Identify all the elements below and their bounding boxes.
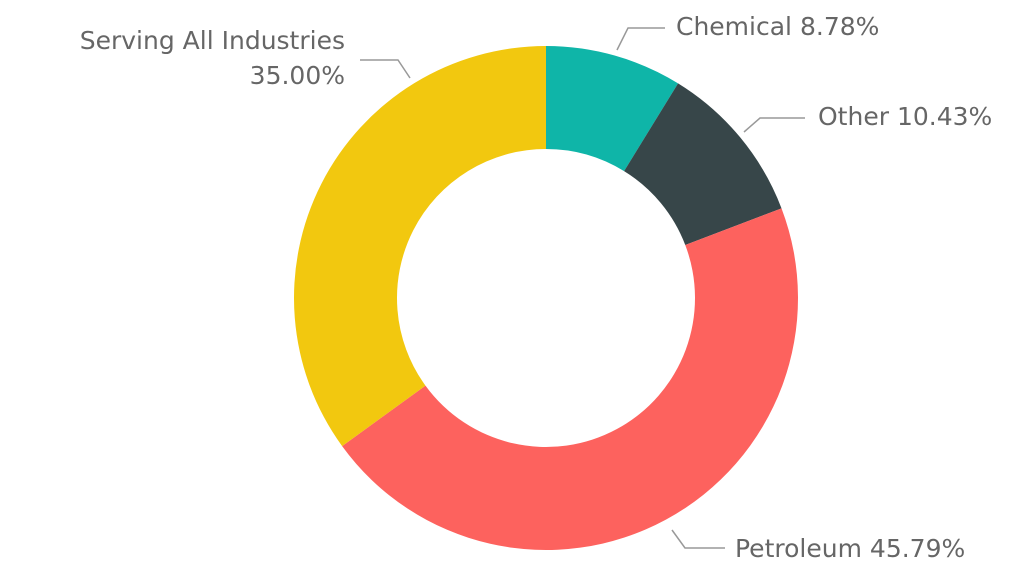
leader-line xyxy=(671,529,725,549)
value-label: 10.43% xyxy=(897,102,992,131)
leader-line xyxy=(616,27,665,51)
category-name: Chemical xyxy=(676,12,792,41)
category-name: Other xyxy=(818,102,890,131)
donut-slice xyxy=(294,46,546,447)
category-name: Petroleum xyxy=(735,534,862,563)
value-label: 45.79% xyxy=(870,534,965,563)
category-name: Serving All Industries xyxy=(80,26,345,55)
donut-slice xyxy=(342,208,798,550)
donut-slice xyxy=(546,46,679,172)
value-label: 35.00% xyxy=(250,61,345,90)
slice-label: Chemical 8.78% xyxy=(676,12,879,41)
slice-label: Serving All Industries 35.00% xyxy=(80,26,345,90)
leader-line xyxy=(360,59,411,79)
slice-label: Petroleum 45.79% xyxy=(735,534,965,563)
donut-slice xyxy=(624,83,782,245)
slice-label: Other 10.43% xyxy=(818,102,992,131)
value-label: 8.78% xyxy=(800,12,879,41)
leader-line xyxy=(743,117,805,133)
